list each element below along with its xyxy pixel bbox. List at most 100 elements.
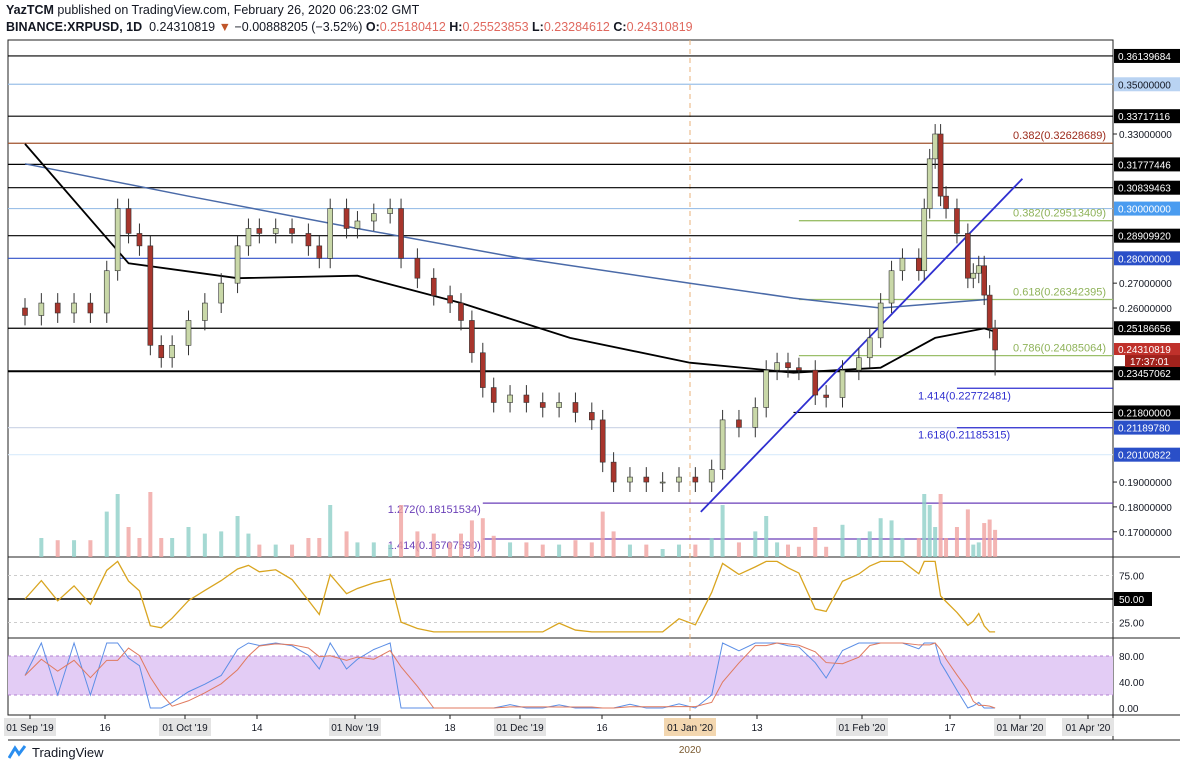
- last-price: 0.24310819: [149, 20, 216, 34]
- stoch-band: [8, 656, 1113, 695]
- volume-bar: [764, 516, 769, 557]
- volume-bar: [933, 527, 938, 557]
- author[interactable]: YazTCM: [6, 3, 54, 17]
- countdown-label: 17:37:01: [1130, 357, 1169, 368]
- high-label: H:: [449, 20, 463, 34]
- ma-black-line: [24, 143, 996, 374]
- time-tick-label: 16: [596, 723, 608, 734]
- volume-bar: [355, 542, 360, 557]
- close-label: C:: [613, 20, 627, 34]
- candle-body: [316, 245, 323, 259]
- plot-frame: [7, 39, 1114, 716]
- candle-body: [719, 419, 726, 470]
- volume-bar: [916, 538, 921, 557]
- time-tick-label: 13: [751, 723, 763, 734]
- volume-bar: [693, 544, 698, 557]
- price-badge-label: 0.21189780: [1118, 424, 1171, 435]
- volume-bar: [976, 542, 981, 557]
- volume-bar: [938, 494, 943, 557]
- price-badge: [1114, 228, 1180, 243]
- volume-bar: [415, 531, 420, 557]
- fib-label: 0.618(0.26342395): [1013, 287, 1106, 299]
- volume-bar: [987, 519, 992, 557]
- candle-body: [38, 302, 45, 316]
- volume-bar: [965, 509, 970, 557]
- price-badge-label: 0.23457062: [1118, 369, 1171, 380]
- volume-bar: [317, 538, 322, 557]
- time-tick-label: 01 Jan '20: [667, 723, 713, 734]
- price-tick-label: 0.19000000: [1119, 478, 1172, 489]
- time-tick-label: 01 Feb '20: [839, 723, 886, 734]
- volume-bar: [235, 516, 240, 557]
- fib-label: 0.382(0.32628689): [1013, 130, 1106, 142]
- price-badge: [1114, 420, 1180, 435]
- volume-bar: [878, 518, 883, 557]
- price-badge-label: 0.36139684: [1118, 52, 1171, 63]
- volume-bar: [104, 511, 109, 557]
- candle-body: [965, 233, 971, 279]
- volume-bar: [824, 546, 829, 557]
- price-badge: [1114, 48, 1180, 63]
- tradingview-logo[interactable]: TradingView: [8, 744, 104, 760]
- close-value: 0.24310819: [626, 20, 693, 34]
- candle-body: [272, 228, 279, 234]
- fib-label: 0.382(0.29513409): [1013, 208, 1106, 220]
- volume-bar: [867, 531, 872, 557]
- price-badge-label: 0.25186656: [1118, 324, 1171, 335]
- candle-body: [921, 208, 928, 272]
- volume-bar: [627, 544, 632, 557]
- candle-body: [986, 294, 993, 329]
- symbol[interactable]: BINANCE:XRPUSD, 1D: [6, 20, 143, 34]
- volume-bar: [491, 535, 496, 557]
- candle-body: [87, 302, 94, 314]
- last-price-label: 0.24310819: [1118, 345, 1171, 356]
- candle-body: [610, 461, 617, 483]
- price-change: −0.00888205 (−3.52%): [234, 20, 363, 34]
- volume-bar: [736, 542, 741, 557]
- volume-bar: [611, 531, 616, 557]
- candle-body: [866, 337, 873, 359]
- candle-body: [926, 158, 933, 209]
- volume-bar: [720, 505, 725, 557]
- candle-body: [54, 302, 61, 314]
- candle-body: [812, 369, 819, 396]
- volume-bar: [115, 494, 120, 557]
- time-tick-bg: [994, 718, 1046, 736]
- volume-bar: [786, 544, 790, 557]
- candle-body: [136, 233, 143, 247]
- candle-body: [387, 208, 393, 214]
- volume-bar: [856, 538, 861, 557]
- candle-body: [981, 265, 988, 296]
- high-value: 0.25523853: [462, 20, 529, 34]
- candle-body: [975, 265, 982, 274]
- price-badge-label: 0.28909920: [1118, 232, 1171, 243]
- price-badge-label: 0.31777446: [1118, 160, 1171, 171]
- ma200-line: [24, 163, 990, 309]
- price-badge-label: 0.30000000: [1118, 205, 1171, 216]
- price-badge: [1114, 321, 1180, 336]
- rsi-tick-label: 25.00: [1119, 619, 1144, 630]
- candle-body: [796, 367, 802, 371]
- candle-body: [643, 476, 650, 483]
- candle-body: [414, 257, 421, 279]
- time-tick-bg: [494, 718, 546, 736]
- price-badge: [1114, 447, 1180, 462]
- candle-body: [305, 233, 312, 247]
- down-arrow-icon: ▼: [218, 20, 231, 34]
- fib-label: 0.786(0.24085064): [1013, 343, 1106, 355]
- candle-body: [856, 357, 862, 371]
- price-badge-label: 0.28000000: [1118, 254, 1171, 265]
- volume-bar: [813, 527, 818, 557]
- candle-body: [147, 245, 154, 346]
- volume-bar: [137, 538, 142, 557]
- time-tick-bg: [1062, 718, 1114, 736]
- volume-bar: [927, 505, 932, 557]
- open-label: O:: [365, 20, 380, 34]
- candle-body: [158, 345, 165, 359]
- price-badge: [1114, 180, 1180, 195]
- volume-bar: [889, 520, 894, 557]
- candle-body: [256, 228, 263, 234]
- candle-body: [114, 208, 121, 272]
- symbol-line: BINANCE:XRPUSD, 1D 0.24310819 ▼ −0.00888…: [6, 20, 693, 34]
